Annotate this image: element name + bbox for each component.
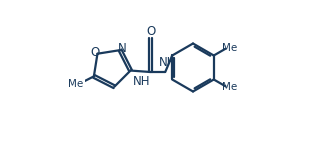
Text: Me: Me bbox=[222, 43, 237, 52]
Text: N: N bbox=[118, 42, 127, 55]
Text: O: O bbox=[146, 25, 155, 38]
Text: Me: Me bbox=[222, 82, 237, 92]
Text: Me: Me bbox=[68, 79, 84, 88]
Text: O: O bbox=[90, 46, 100, 59]
Text: NH: NH bbox=[132, 75, 150, 88]
Text: NH: NH bbox=[159, 56, 177, 69]
